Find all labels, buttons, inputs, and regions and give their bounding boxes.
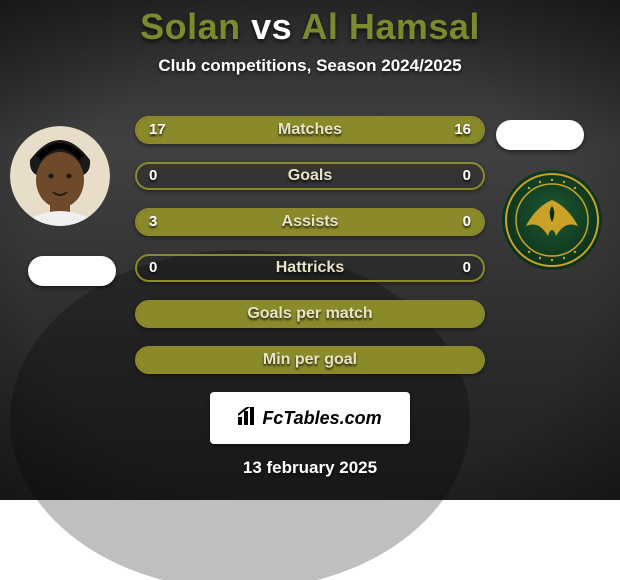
- stat-label: Matches: [137, 118, 483, 142]
- player-right-crest: [502, 170, 602, 270]
- stat-label: Assists: [137, 210, 483, 234]
- stat-value-right: 0: [463, 256, 471, 280]
- stat-label: Hattricks: [137, 256, 483, 280]
- branding-badge[interactable]: FcTables.com: [210, 392, 410, 444]
- stat-label: Goals per match: [137, 302, 483, 326]
- stat-value-left: 0: [149, 164, 157, 188]
- stats-container: Matches1716Goals00Assists30Hattricks00Go…: [135, 116, 485, 374]
- stat-value-left: 3: [149, 210, 157, 234]
- stat-row: Assists3 0: [135, 208, 485, 236]
- player-left-flag: [28, 256, 116, 286]
- bar-chart-icon: [238, 407, 256, 430]
- stat-value-left: 17: [149, 118, 166, 142]
- stat-label: Goals: [137, 164, 483, 188]
- player-right-flag: [496, 120, 584, 150]
- date-label: 13 february 2025: [0, 458, 620, 478]
- page-title: Solan vs Al Hamsal: [0, 6, 620, 48]
- title-player-2: Al Hamsal: [301, 6, 480, 47]
- stat-row: Hattricks0 0: [135, 254, 485, 282]
- title-vs: vs: [241, 6, 302, 47]
- stat-row: Matches17 16: [135, 116, 485, 144]
- stat-row: Min per goal: [135, 346, 485, 374]
- subtitle: Club competitions, Season 2024/2025: [0, 56, 620, 76]
- stat-row: Goals0 0: [135, 162, 485, 190]
- player-left-avatar: [10, 126, 110, 226]
- title-player-1: Solan: [140, 6, 241, 47]
- stat-value-left: 0: [149, 256, 157, 280]
- stat-label: Min per goal: [137, 348, 483, 372]
- stat-value-right: 0: [463, 210, 471, 234]
- stat-row: Goals per match: [135, 300, 485, 328]
- stat-value-right: 16: [454, 118, 471, 142]
- stat-value-right: 0: [463, 164, 471, 188]
- branding-label: FcTables.com: [262, 408, 381, 429]
